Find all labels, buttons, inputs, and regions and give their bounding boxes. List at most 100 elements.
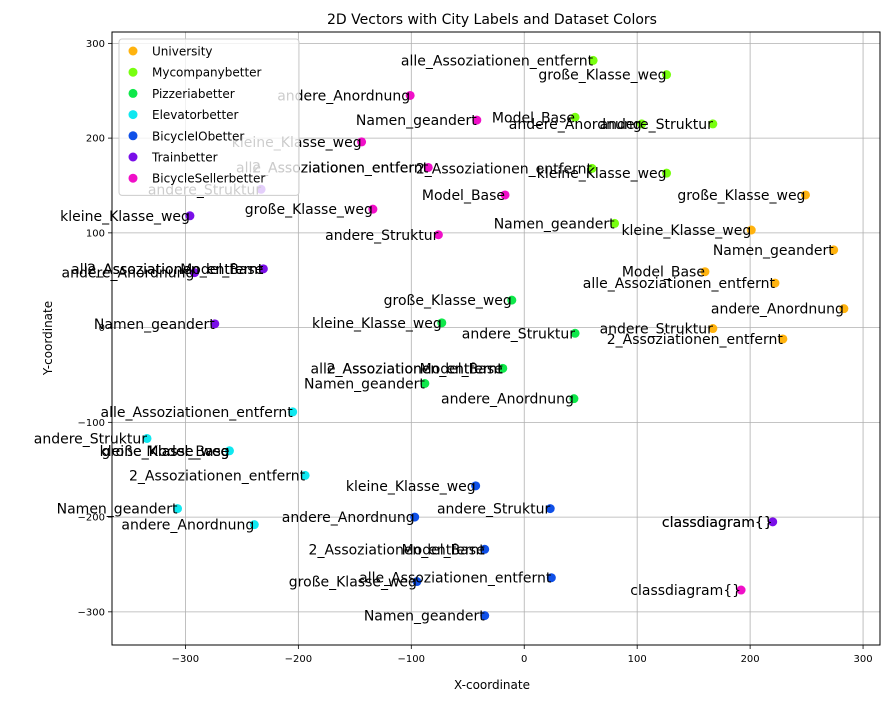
data-point	[189, 268, 199, 278]
x-tick-label: −100	[398, 654, 425, 665]
point-label: Namen_geandert	[713, 243, 834, 259]
data-point	[736, 585, 746, 595]
point-label: Model_Base	[622, 265, 705, 281]
legend-marker	[128, 46, 138, 56]
data-point	[437, 318, 447, 328]
data-point	[570, 328, 580, 338]
point-label: andere_Anordnung	[62, 266, 195, 282]
legend-marker	[128, 173, 138, 183]
point-label: classdiagram{}	[662, 515, 773, 531]
point-label: Model_Base	[180, 262, 263, 278]
point-label: andere_Struktur	[325, 228, 438, 244]
legend-entry: Mycompanybetter	[152, 66, 262, 80]
data-point	[300, 470, 310, 480]
x-tick-label: −200	[285, 654, 312, 665]
legend-entry: University	[152, 45, 213, 59]
data-point	[610, 218, 620, 228]
legend-entry: Pizzeriabetter	[152, 87, 235, 101]
point-label: Model_Base	[146, 444, 229, 460]
point-label: andere_Anordnung	[282, 510, 415, 526]
data-point	[800, 190, 810, 200]
point-label: kleine_Klasse_weg	[100, 444, 230, 460]
data-point	[746, 225, 756, 235]
point-label: alle_Assoziationen_entfernt	[359, 571, 552, 587]
data-point	[587, 163, 597, 173]
legend-box	[118, 38, 300, 196]
point-label: Namen_geandert	[356, 113, 477, 129]
data-point	[357, 137, 367, 147]
legend: University Mycompanybetter Pizzeriabetter E…	[118, 38, 300, 196]
data-point	[829, 245, 839, 255]
data-point	[420, 379, 430, 389]
data-point	[708, 324, 718, 334]
plot-frame	[111, 31, 881, 646]
point-label: classdiagram{}	[662, 515, 773, 531]
data-point	[770, 278, 780, 288]
y-tick-label: −300	[78, 607, 105, 618]
data-point	[637, 119, 647, 129]
data-point	[507, 295, 517, 305]
point-label: große_Klasse_weg	[101, 444, 229, 460]
data-point	[768, 517, 778, 527]
point-label: classdiagram{}	[630, 583, 741, 599]
data-point	[662, 168, 672, 178]
data-point	[405, 90, 415, 100]
y-tick-label: −100	[78, 418, 105, 429]
data-point	[249, 520, 259, 530]
data-point	[778, 334, 788, 344]
legend-entry: BicycleSellerbetter	[152, 172, 265, 186]
legend-entry: BicycleIObetter	[152, 129, 244, 143]
data-point	[368, 204, 378, 214]
point-label: Namen_geandert	[304, 377, 425, 393]
data-point	[839, 304, 849, 314]
point-label: kleine_Klasse_weg	[537, 166, 667, 182]
data-point	[708, 119, 718, 129]
point-label: 2_Assoziationen_entfernt	[309, 542, 486, 558]
point-label: Model_Base	[492, 110, 575, 126]
point-label: andere_Anordnung	[441, 392, 574, 408]
point-label: 2_Assoziationen_entfernt	[327, 361, 504, 377]
point-label: alle_Assoziationen_entfernt	[100, 405, 293, 421]
chart-title: 2D Vectors with City Labels and Dataset …	[327, 12, 657, 28]
y-tick-label: 100	[86, 228, 105, 239]
legend-marker	[128, 88, 138, 98]
data-point	[472, 115, 482, 125]
point-label: 2_Assoziationen_entfernt	[607, 332, 784, 348]
data-points	[142, 55, 849, 621]
point-label: 2_Assoziationen_entfernt	[129, 468, 306, 484]
point-label: Namen_geandert	[364, 609, 485, 625]
point-labels: große_Klasse_wegkleine_Klasse_wegNamen_g…	[34, 53, 844, 624]
data-point	[173, 504, 183, 514]
x-axis-label: X-coordinate	[454, 678, 530, 692]
legend-marker	[128, 152, 138, 162]
data-point	[258, 264, 268, 274]
data-point	[500, 190, 510, 200]
point-label: Namen_geandert	[494, 216, 615, 232]
data-point	[433, 230, 443, 240]
x-tick-label: 0	[521, 654, 527, 665]
point-label: Model_Base	[420, 361, 503, 377]
data-point	[480, 611, 490, 621]
data-point	[570, 112, 580, 122]
point-label: 2_Assoziationen_entfernt	[87, 262, 264, 278]
axis-ticks: −300 −200 −100 0 100 200 300 −300 −200 −100 0 100 20…	[78, 39, 873, 665]
point-label: andere_Anordnung	[509, 117, 642, 133]
data-point	[142, 433, 152, 443]
data-point	[569, 394, 579, 404]
point-label: andere_Anordnung	[121, 518, 254, 534]
point-label: andere_Struktur	[600, 117, 713, 133]
grid-lines	[112, 32, 880, 645]
legend-marker	[128, 110, 138, 120]
x-tick-label: 100	[628, 654, 647, 665]
legend-entry: Elevatorbetter	[152, 108, 239, 122]
y-tick-label: −200	[78, 513, 105, 524]
point-label: kleine_Klasse_weg	[60, 209, 190, 225]
data-point	[224, 446, 234, 456]
data-point	[185, 211, 195, 221]
point-label: kleine_Klasse_weg	[312, 316, 442, 332]
x-tick-label: −300	[172, 654, 199, 665]
data-point	[471, 481, 481, 491]
point-label: alle_Assoziationen_entfernt	[311, 361, 504, 377]
legend-marker	[128, 131, 138, 141]
